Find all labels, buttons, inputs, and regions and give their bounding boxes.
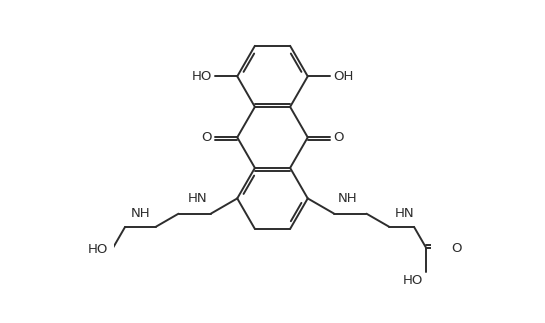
Text: HN: HN	[395, 207, 414, 220]
Text: O: O	[334, 131, 344, 144]
Text: NH: NH	[131, 207, 150, 220]
Text: HO: HO	[88, 243, 108, 256]
Text: HO: HO	[403, 274, 423, 287]
Text: OH: OH	[333, 70, 353, 83]
Text: O: O	[201, 131, 211, 144]
Text: HN: HN	[188, 193, 208, 205]
Text: O: O	[452, 242, 462, 255]
Text: HO: HO	[192, 70, 212, 83]
Text: NH: NH	[337, 193, 357, 205]
